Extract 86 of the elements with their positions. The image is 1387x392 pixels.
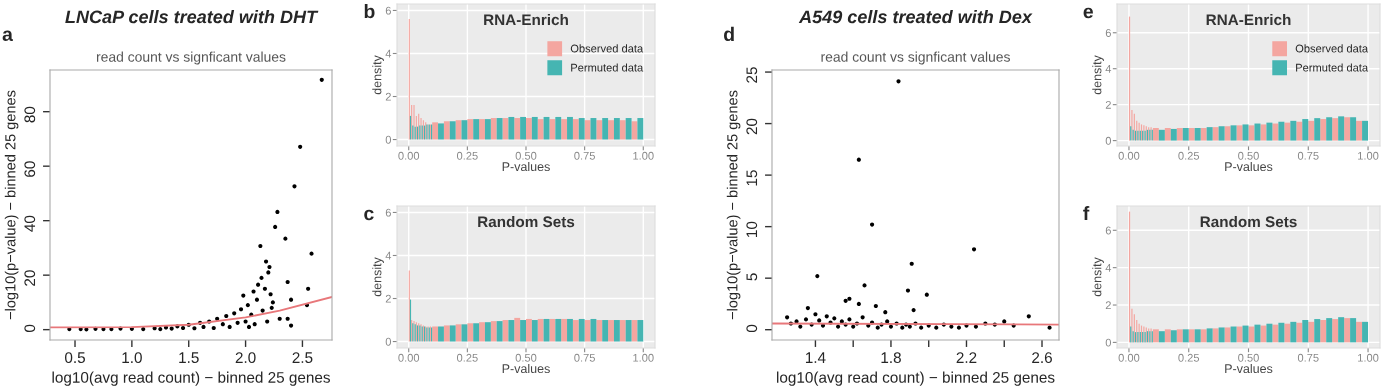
x-axis-title: P-values bbox=[1225, 161, 1273, 172]
x-tick-label: 0.00 bbox=[1118, 151, 1140, 160]
text: Random Sets bbox=[478, 215, 575, 228]
x-tick-label: 2.5 bbox=[292, 352, 313, 364]
x-axis-title: P-values bbox=[502, 363, 550, 374]
x-tick-label: 0.25 bbox=[1178, 353, 1200, 362]
y-axis-title: −log10(p−value) − binned 25 genes bbox=[4, 90, 19, 320]
x-tick-label: 0.00 bbox=[1118, 353, 1140, 362]
x-tick-label: 2.0 bbox=[235, 352, 256, 364]
y-tick-label: 20 bbox=[746, 118, 758, 135]
text: f bbox=[1083, 206, 1090, 221]
x-tick-label: 0.75 bbox=[574, 353, 595, 362]
chart-subtitle: read count vs signficant values bbox=[96, 51, 286, 65]
x-tick-label: 0.50 bbox=[515, 353, 537, 362]
x-tick-label: 0.00 bbox=[398, 353, 420, 362]
x-tick-label: 2.6 bbox=[1032, 352, 1052, 364]
x-tick-label: 1.5 bbox=[179, 352, 199, 364]
y-tick-label: 0 bbox=[746, 324, 758, 333]
x-tick-label: 1.00 bbox=[1358, 151, 1379, 160]
x-tick-label: 0.75 bbox=[574, 151, 595, 160]
text: RNA-Enrich bbox=[484, 13, 568, 26]
text: d bbox=[724, 26, 734, 42]
y-tick-label: 2 bbox=[385, 92, 391, 101]
y-tick-label: 4 bbox=[1105, 65, 1112, 73]
y-tick-label: 0 bbox=[1105, 338, 1112, 347]
x-tick-label: 0.75 bbox=[1297, 151, 1319, 160]
x-tick-label: 0.00 bbox=[398, 151, 420, 160]
x-tick-label: 1.00 bbox=[1358, 353, 1379, 362]
x-tick-label: 1.0 bbox=[122, 352, 142, 364]
y-axis-title: density bbox=[372, 55, 384, 95]
y-tick-label: 2 bbox=[1105, 301, 1111, 310]
x-tick-label: 2.2 bbox=[956, 352, 977, 363]
y-tick-label: 80 bbox=[24, 106, 36, 123]
y-tick-label: 4 bbox=[385, 49, 392, 58]
y-tick-label: 4 bbox=[1105, 264, 1112, 272]
x-tick-label: 0.5 bbox=[64, 352, 85, 364]
x-tick-label: 1.00 bbox=[633, 353, 654, 362]
chart-title: A549 cells treated with Dex bbox=[798, 9, 1033, 24]
x-tick-label: 0.25 bbox=[456, 353, 478, 362]
chart-subtitle: read count vs signficant values bbox=[821, 51, 1010, 65]
x-axis-title: P-values bbox=[1225, 363, 1273, 374]
y-tick-label: 6 bbox=[1105, 226, 1111, 235]
text: e bbox=[1083, 7, 1093, 19]
text: Random Sets bbox=[1200, 215, 1297, 228]
x-tick-label: 0.25 bbox=[456, 151, 478, 160]
y-tick-label: 25 bbox=[746, 67, 758, 83]
x-tick-label: 0.75 bbox=[1297, 353, 1319, 362]
y-tick-label: 6 bbox=[1105, 29, 1111, 37]
text: RNA-Enrich bbox=[1206, 13, 1291, 26]
y-tick-label: 2 bbox=[385, 294, 391, 303]
y-tick-label: 40 bbox=[24, 215, 36, 232]
legend-label: Observed data bbox=[570, 44, 644, 53]
x-axis-title: P-values bbox=[502, 161, 550, 172]
legend-label: Permuted data bbox=[571, 63, 644, 72]
y-tick-label: 4 bbox=[385, 251, 392, 260]
y-axis-title: density bbox=[1092, 55, 1104, 95]
y-tick-label: 0 bbox=[385, 135, 392, 144]
y-axis-title: density bbox=[1092, 257, 1104, 297]
x-tick-label: 1.8 bbox=[881, 352, 901, 364]
y-tick-label: 6 bbox=[385, 6, 391, 15]
x-tick-label: 1.00 bbox=[633, 151, 654, 160]
chart-title: LNCaP cells treated with DHT bbox=[65, 9, 319, 24]
text: b bbox=[364, 4, 375, 19]
y-tick-label: 20 bbox=[24, 270, 36, 286]
x-tick-label: 0.25 bbox=[1178, 151, 1200, 160]
text: a bbox=[2, 30, 13, 42]
x-axis-title: log10(avg read count) − binned 25 genes bbox=[777, 371, 1055, 386]
x-tick-label: 0.50 bbox=[1238, 151, 1259, 160]
x-tick-label: 0.50 bbox=[515, 151, 537, 160]
y-tick-label: 5 bbox=[746, 273, 758, 281]
legend-label: Permuted data bbox=[1296, 63, 1369, 72]
y-tick-label: 60 bbox=[24, 161, 36, 177]
y-tick-label: 0 bbox=[1105, 136, 1112, 145]
y-axis-title: −log10(p−value) − binned 25 genes bbox=[726, 90, 741, 320]
y-tick-label: 0 bbox=[24, 324, 36, 333]
y-tick-label: 6 bbox=[385, 208, 391, 217]
x-axis-title: log10(avg read count) − binned 25 genes bbox=[52, 371, 330, 386]
y-tick-label: 0 bbox=[385, 337, 392, 346]
y-tick-label: 2 bbox=[1105, 100, 1111, 109]
x-tick-label: 0.50 bbox=[1238, 353, 1259, 362]
text: c bbox=[364, 209, 374, 221]
y-axis-title: density bbox=[372, 257, 384, 297]
y-tick-label: 15 bbox=[746, 170, 758, 186]
legend-label: Observed data bbox=[1295, 44, 1369, 53]
y-tick-label: 10 bbox=[746, 221, 758, 237]
x-tick-label: 1.4 bbox=[805, 352, 826, 363]
